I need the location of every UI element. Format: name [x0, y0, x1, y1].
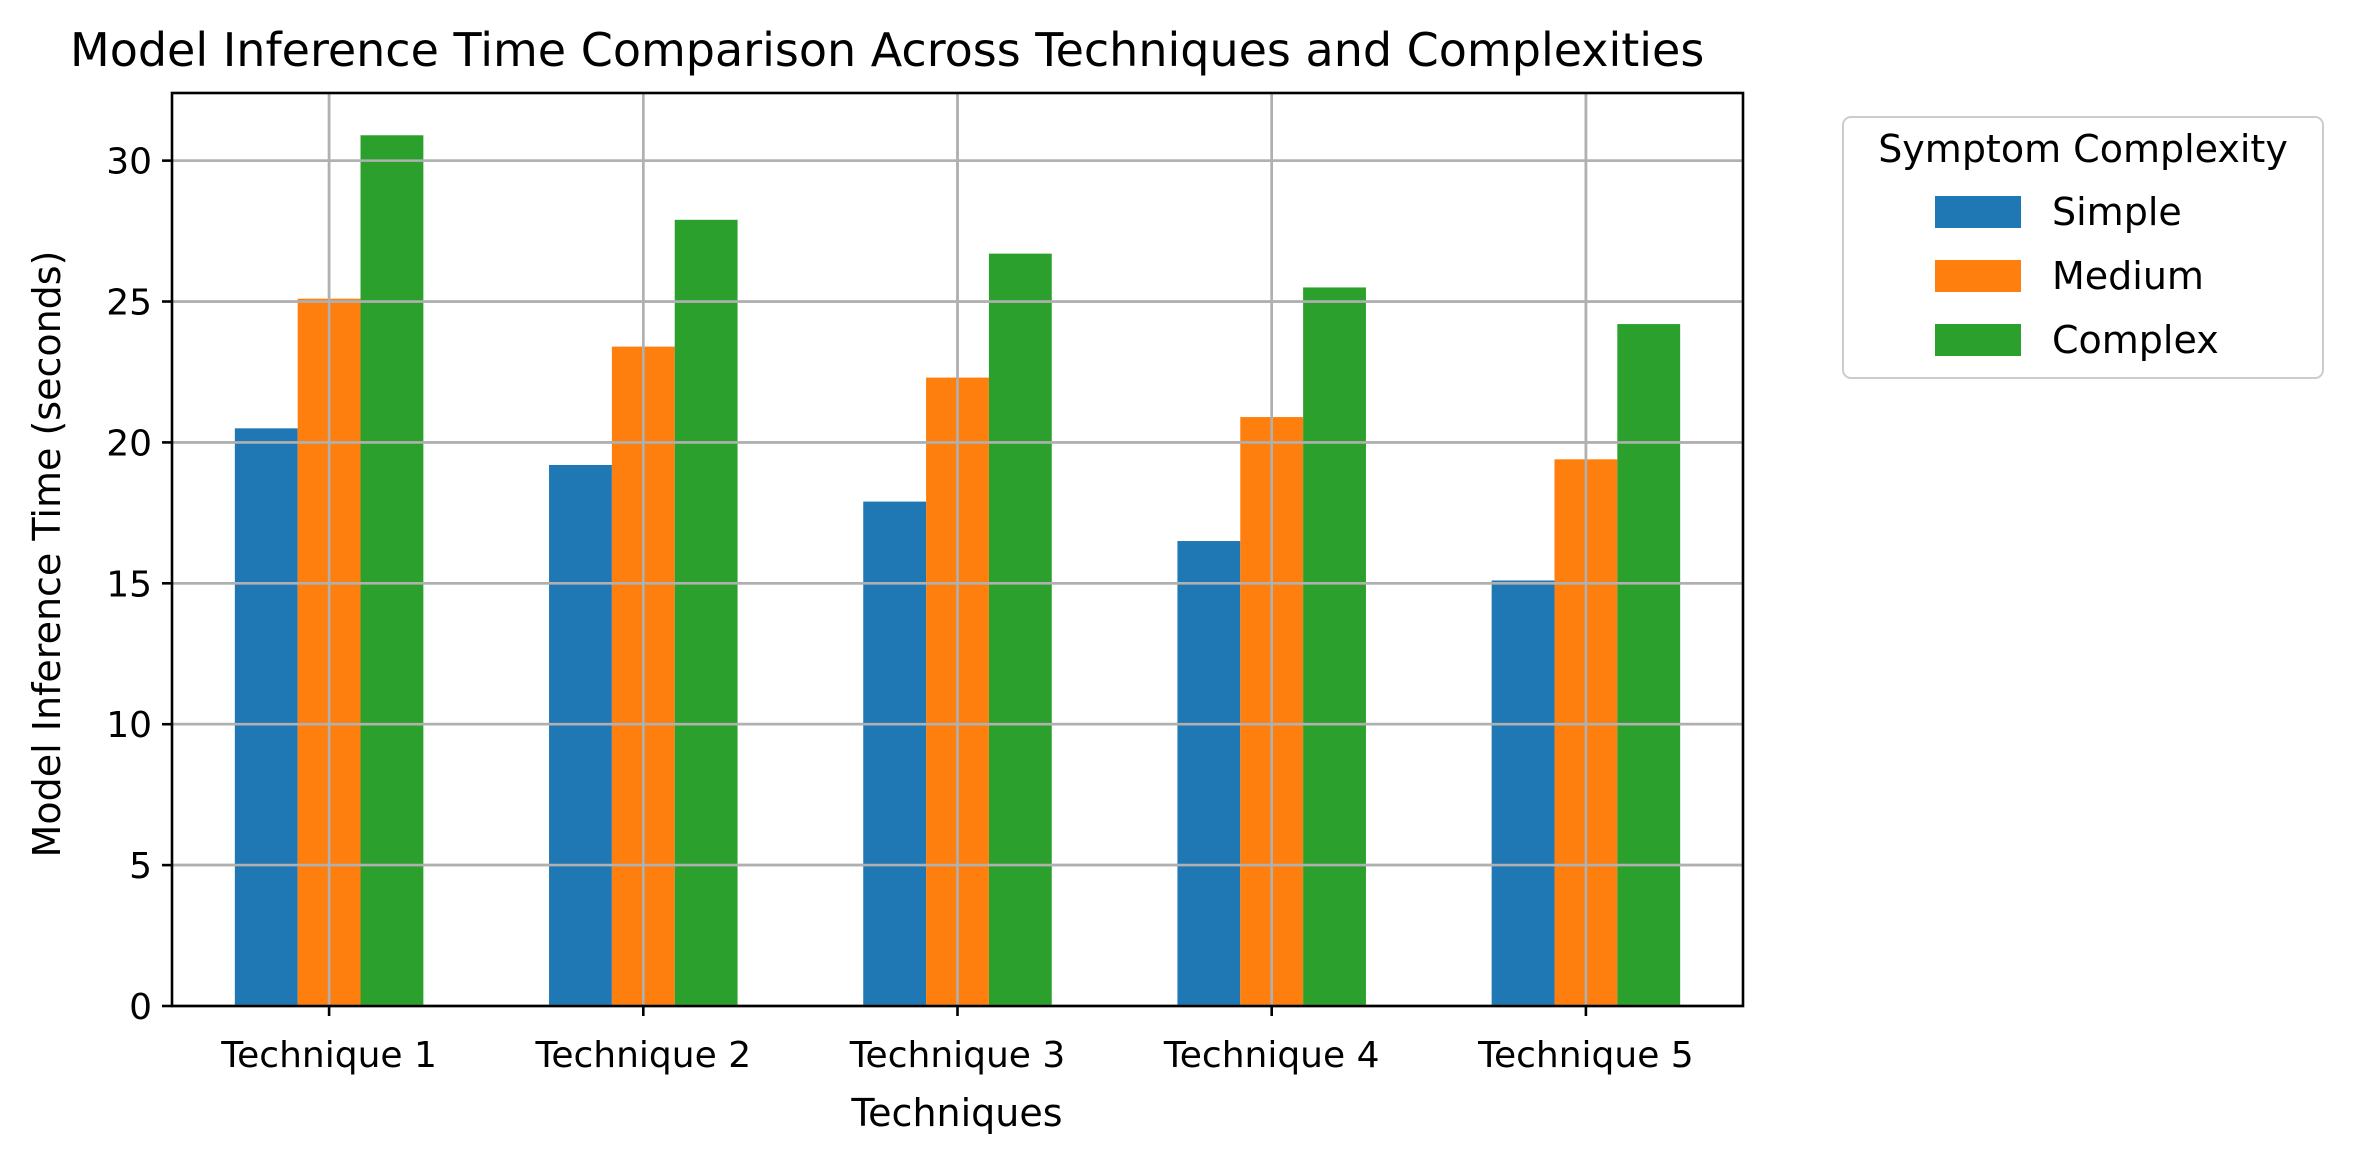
legend: Symptom Complexity Simple Medium Complex	[1842, 116, 2324, 379]
bar-complex	[988, 253, 1052, 1007]
legend-title: Symptom Complexity	[1878, 127, 2288, 171]
y-tick-label: 5	[129, 846, 152, 887]
y-axis-label: Model Inference Time (seconds)	[25, 251, 69, 858]
legend-frame	[1842, 116, 2324, 379]
x-tick-label: Technique 5	[1477, 1035, 1694, 1076]
y-tick-label: 0	[129, 987, 152, 1028]
x-axis-label: Techniques	[850, 1091, 1062, 1135]
bar-simple	[1177, 541, 1241, 1006]
bar-complex	[674, 219, 738, 1007]
bar-complex	[1617, 324, 1681, 1007]
legend-label-complex: Complex	[2052, 318, 2219, 362]
legend-swatch-medium	[1935, 260, 2021, 292]
bar-simple	[863, 501, 927, 1006]
legend-label-medium: Medium	[2052, 254, 2204, 298]
x-tick-label: Technique 2	[534, 1035, 751, 1076]
bar-complex	[360, 135, 424, 1006]
bar-simple	[234, 428, 298, 1006]
bar-simple	[1491, 580, 1555, 1006]
y-tick-label: 30	[106, 142, 152, 183]
legend-swatch-complex	[1935, 324, 2021, 356]
y-tick-label: 25	[106, 283, 152, 324]
bar-complex	[1303, 287, 1366, 1006]
y-tick-label: 20	[106, 423, 152, 464]
y-tick-label: 10	[106, 705, 152, 746]
ticks-layer: 0 5 10 15 20 25 30 Technique 1 Technique 2 Techni…	[106, 142, 1694, 1076]
bar-simple	[549, 464, 612, 1006]
x-tick-label: Technique 1	[220, 1035, 437, 1076]
grid-overlay	[172, 93, 1743, 1008]
legend-label-simple: Simple	[2052, 190, 2182, 234]
x-tick-label: Technique 3	[849, 1035, 1066, 1076]
legend-swatch-simple	[1935, 196, 2021, 228]
x-tick-label: Technique 4	[1163, 1035, 1380, 1076]
y-tick-label: 15	[106, 564, 152, 605]
chart-title: Model Inference Time Comparison Across T…	[70, 23, 1704, 77]
